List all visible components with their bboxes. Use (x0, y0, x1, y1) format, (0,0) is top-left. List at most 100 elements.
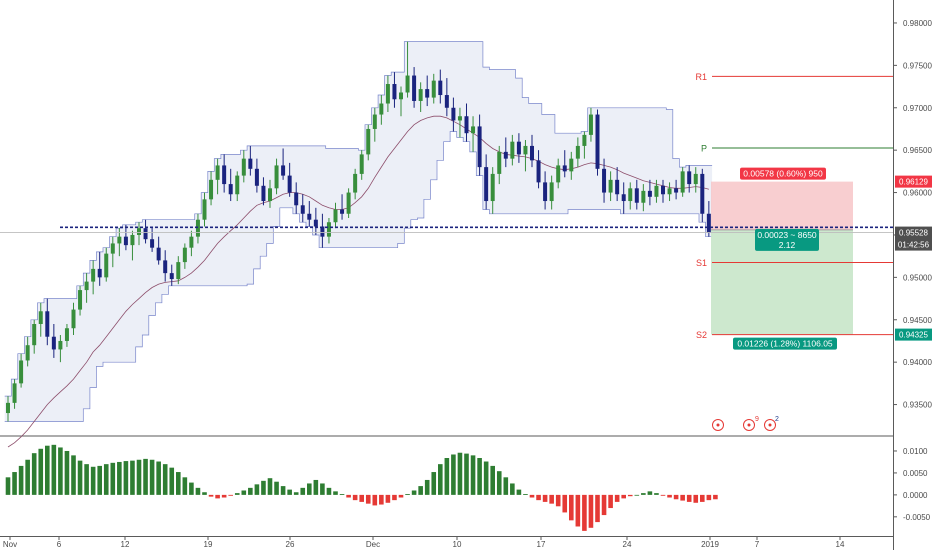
candle-body (654, 185, 659, 197)
event-count-1: 9 (755, 416, 759, 423)
candle (641, 184, 646, 212)
osc-y-tick-label: -0.0050 (903, 513, 931, 522)
candle-body (45, 311, 50, 337)
histogram-bar (352, 494, 358, 501)
histogram-bar (438, 464, 443, 495)
candle (647, 179, 652, 206)
histogram-bar (300, 487, 306, 495)
histogram-bar (641, 493, 646, 495)
histogram-bar (411, 490, 417, 495)
candle (110, 236, 115, 268)
histogram-bar (549, 494, 554, 504)
histogram-bar (542, 494, 548, 502)
candle (497, 145, 502, 185)
histogram-bar (18, 465, 24, 495)
histogram-bar (110, 462, 116, 495)
histogram-bar (510, 483, 515, 495)
candle-body (71, 309, 76, 329)
candle (84, 273, 89, 303)
histogram-bar (614, 494, 620, 502)
histogram-bar (103, 464, 109, 495)
event-flag-3[interactable] (764, 419, 776, 431)
histogram-bar (267, 478, 273, 495)
candle-body (359, 154, 364, 174)
histogram-bar (169, 467, 175, 495)
candle (516, 133, 521, 163)
entry-label-text: 2.12 (779, 240, 796, 250)
candle (628, 182, 633, 210)
histogram-bar (339, 494, 345, 495)
candle (667, 182, 672, 202)
histogram-bar (307, 483, 312, 495)
histogram-bar (365, 494, 371, 504)
candle-body (451, 107, 456, 121)
histogram-bar (379, 494, 384, 505)
histogram-bar (627, 494, 633, 497)
candle-body (628, 188, 633, 202)
candle-body (281, 165, 286, 176)
x-tick-label: 26 (286, 540, 295, 549)
x-tick-label: 10 (453, 540, 462, 549)
candle-body (366, 128, 371, 155)
candle (608, 171, 613, 202)
osc-y-tick-label: 0.0100 (903, 447, 928, 456)
candle (104, 247, 109, 282)
candle (209, 171, 214, 206)
candle (451, 97, 456, 132)
y-tick-label: 0.97500 (903, 61, 932, 70)
candle (169, 264, 174, 286)
candle-body (425, 89, 430, 98)
y-tick-label: 0.96500 (903, 146, 932, 155)
histogram-bar (654, 493, 659, 495)
candle-body (700, 173, 705, 214)
candle (438, 69, 443, 104)
candle (621, 182, 626, 214)
candle-body (405, 75, 410, 93)
candle (359, 150, 364, 180)
histogram-bar (562, 494, 568, 513)
risk-zone[interactable] (711, 181, 853, 230)
histogram-bar (405, 494, 410, 495)
candle (569, 151, 574, 180)
candle-body (464, 116, 469, 134)
candle (602, 158, 607, 203)
histogram-bar (706, 494, 712, 501)
candle (372, 107, 377, 142)
candle (615, 167, 620, 202)
event-flag-2[interactable] (743, 419, 755, 431)
histogram-bar (555, 494, 561, 507)
histogram-bar (215, 494, 220, 499)
candle (444, 78, 449, 117)
candle (235, 171, 240, 202)
candle (150, 226, 155, 252)
stop-label-box (740, 167, 826, 180)
event-flag-1[interactable] (712, 419, 724, 431)
stop-label-text: 0.00578 (0.60%) 950 (743, 169, 823, 179)
candle-body (680, 171, 685, 193)
candle-body (19, 360, 24, 384)
candle-body (130, 234, 135, 246)
candle (313, 207, 318, 235)
candle (137, 222, 141, 246)
histogram-bar (686, 494, 692, 502)
candle-body (503, 151, 508, 159)
candle-body (209, 179, 214, 200)
histogram-bar (569, 494, 574, 521)
candle (412, 67, 417, 108)
candle (143, 219, 148, 244)
histogram-bar (490, 465, 495, 495)
candle (399, 86, 403, 117)
candle (51, 324, 56, 358)
x-tick-label: 19 (204, 540, 213, 549)
histogram-bar (457, 452, 463, 495)
candle-body (78, 290, 83, 310)
histogram-bar (117, 461, 122, 495)
histogram-bar (582, 494, 587, 531)
candle-body (353, 173, 358, 193)
candle-body (647, 190, 652, 197)
candle (536, 150, 541, 189)
flag-icon-dot (747, 423, 751, 427)
histogram-bar (38, 448, 44, 495)
